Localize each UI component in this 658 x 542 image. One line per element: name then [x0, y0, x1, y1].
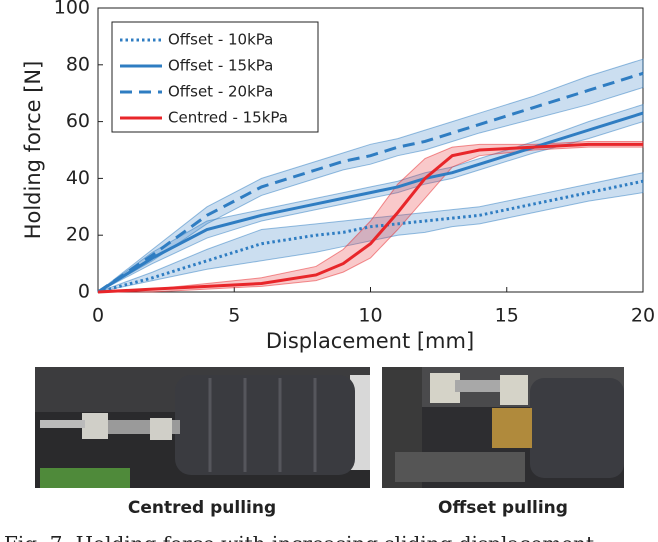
series-line	[97, 71, 644, 294]
y-tick-label: 20	[66, 224, 90, 246]
photo-right	[382, 367, 624, 488]
x-tick-label: 0	[92, 305, 104, 327]
x-tick-label: 15	[495, 305, 519, 327]
y-tick-label: 0	[78, 281, 90, 303]
series-line	[97, 111, 644, 294]
y-tick-label: 60	[66, 110, 90, 132]
x-tick-label: 5	[228, 305, 240, 327]
legend-box	[111, 21, 319, 133]
series-line	[97, 142, 643, 294]
y-axis-label: Holding force [N]	[21, 61, 45, 240]
legend-label: Offset - 15kPa	[168, 57, 273, 75]
y-tick-label: 40	[66, 167, 90, 189]
x-axis-label: Displacement [mm]	[266, 329, 474, 353]
photo-caption: Offset pulling	[438, 498, 568, 518]
figure-caption: Fig. 7: Holding force with increasing sl…	[4, 532, 594, 542]
photo-caption: Centred pulling	[128, 498, 276, 518]
legend-label: Offset - 20kPa	[168, 83, 273, 101]
x-tick-label: 20	[631, 305, 655, 327]
y-tick-label: 100	[54, 0, 90, 19]
legend-label: Centred - 15kPa	[168, 109, 288, 127]
y-tick-label: 80	[66, 53, 90, 75]
x-tick-label: 10	[358, 305, 382, 327]
legend-label: Offset - 10kPa	[168, 31, 273, 49]
photo-left	[35, 367, 370, 488]
series-line	[97, 179, 644, 294]
